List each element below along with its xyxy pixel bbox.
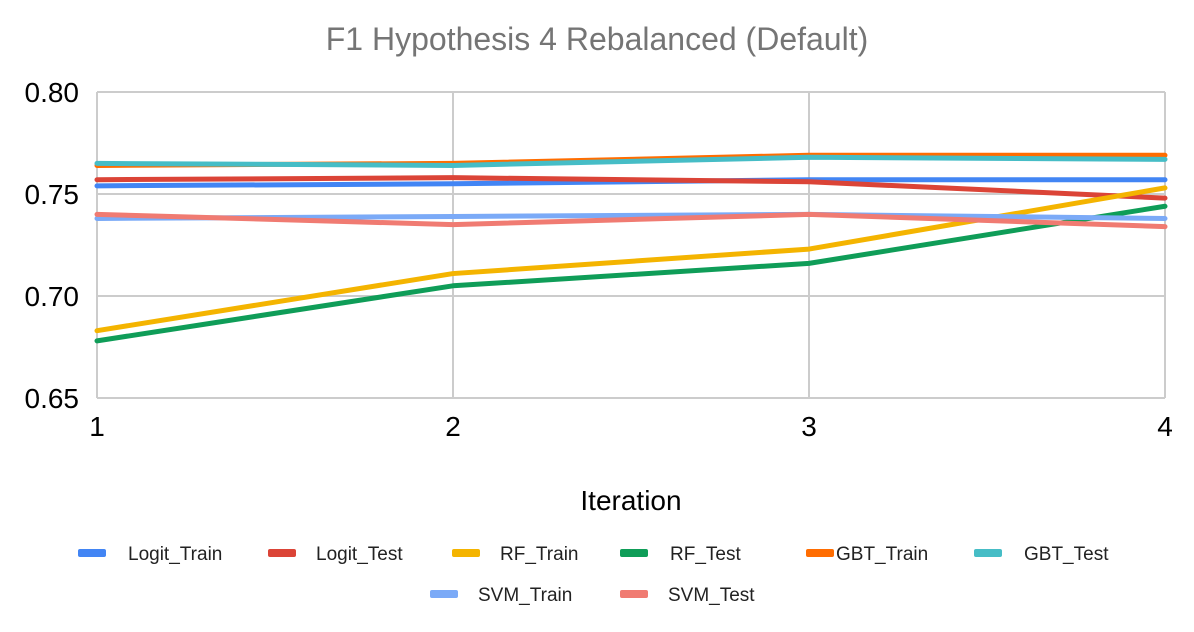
legend-label: Logit_Test: [316, 544, 403, 565]
legend-swatch: [620, 590, 648, 598]
y-axis-ticks: 0.65 0.70 0.75 0.80: [25, 77, 80, 414]
legend-swatch: [78, 549, 106, 557]
series-lines: [94, 152, 1168, 344]
legend-swatch: [268, 549, 296, 557]
legend-item: SVM_Test: [620, 585, 755, 606]
series-line-gbt-test: [94, 154, 1168, 168]
legend: Logit_Train Logit_Test RF_Train RF_Test GBT_…: [78, 544, 1109, 606]
x-tick-label: 2: [445, 411, 461, 442]
legend-swatch: [974, 549, 1002, 557]
series-line-svm-test: [94, 211, 1168, 230]
series-line-rf-train: [94, 185, 1168, 334]
legend-item: RF_Train: [452, 544, 578, 565]
series-line-rf-test: [94, 203, 1168, 344]
x-tick-label: 1: [89, 411, 105, 442]
legend-label: RF_Train: [500, 544, 578, 565]
x-axis-ticks: 1 2 3 4: [89, 411, 1173, 442]
legend-swatch: [620, 549, 648, 557]
x-axis-label: Iteration: [580, 485, 681, 516]
x-tick-label: 4: [1157, 411, 1173, 442]
legend-label: SVM_Train: [478, 585, 572, 606]
legend-swatch: [806, 549, 834, 557]
series-line-logit-test: [94, 175, 1168, 201]
chart-title: F1 Hypothesis 4 Rebalanced (Default): [326, 21, 869, 57]
legend-item: RF_Test: [620, 544, 741, 565]
legend-label: GBT_Train: [836, 544, 928, 565]
x-tick-label: 3: [801, 411, 817, 442]
legend-item: Logit_Test: [268, 544, 403, 565]
legend-item: SVM_Train: [430, 585, 572, 606]
y-tick-label: 0.70: [25, 281, 80, 312]
legend-label: RF_Test: [670, 544, 741, 565]
legend-item: GBT_Test: [974, 544, 1109, 565]
legend-label: SVM_Test: [668, 585, 755, 606]
y-tick-label: 0.75: [25, 179, 80, 210]
y-tick-label: 0.65: [25, 383, 80, 414]
legend-label: Logit_Train: [128, 544, 222, 565]
legend-item: GBT_Train: [806, 544, 928, 565]
legend-swatch: [430, 590, 458, 598]
legend-swatch: [452, 549, 480, 557]
legend-item: Logit_Train: [78, 544, 222, 565]
grid: [96, 91, 1166, 399]
legend-label: GBT_Test: [1024, 544, 1109, 565]
y-tick-label: 0.80: [25, 77, 80, 108]
